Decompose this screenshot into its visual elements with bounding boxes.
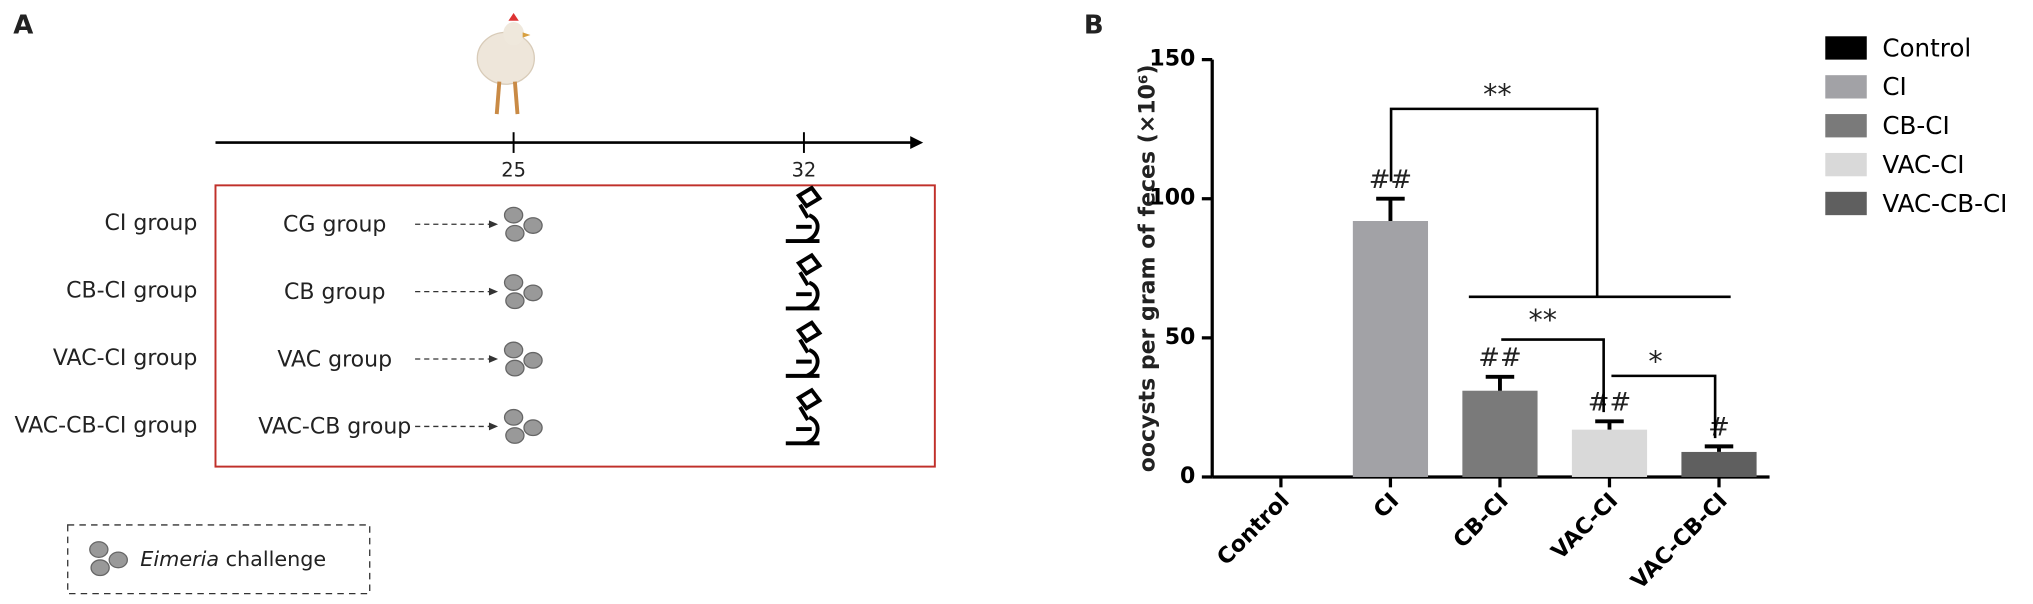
arrow-head [488,422,499,431]
oocyst [523,351,543,369]
y-tick-label: 100 [1149,186,1195,211]
panel-b: B oocysts per gram of feces (×10⁶) 0 50 10… [1084,10,2008,594]
error-bar [1595,419,1624,430]
bar [1681,451,1757,477]
significance-bracket [1389,107,1731,299]
microscope [785,252,823,311]
group-name: CI group [105,211,198,236]
microscope [785,387,823,446]
legend-label: CI [1882,72,1906,101]
oocyst [505,359,525,377]
bar-annotation: # [1708,413,1730,443]
panel-a: A Eimeria challenge 25 32 CI group CG group… [13,10,936,595]
significance-bracket [1501,338,1605,413]
group-name: CB-CI group [66,279,197,304]
oocyst [505,224,525,242]
legend-label: Eimeria challenge [140,547,326,571]
oocyst-icon [89,541,128,577]
timeline-label: 25 [501,159,526,182]
y-tick-label: 50 [1165,325,1196,350]
significance-label: ** [1528,303,1557,336]
treatment-name: VAC-CB group [258,415,411,440]
oocyst-icon [503,341,543,377]
legend-text: challenge [226,547,327,571]
oocyst [523,284,543,302]
legend-swatch [1825,114,1867,138]
microscope-icon [785,320,823,378]
bar [1352,221,1429,477]
group-name: VAC-CI group [53,346,197,371]
x-tick-label: CI [1369,489,1404,524]
oocyst [523,419,543,437]
microscope [785,185,823,244]
y-tick-label: 150 [1149,47,1195,72]
oocyst-icon [503,274,543,310]
oocyst [503,341,524,359]
legend-italic: Eimeria [140,547,219,571]
x-tick-label: VAC-CI [1547,489,1623,565]
significance-label: * [1648,345,1662,378]
error-bar [1485,374,1515,391]
error-bar [1376,196,1405,222]
treatment-name: CG group [283,213,386,238]
x-tick-label: VAC-CB-CI [1627,489,1733,595]
y-axis-label: oocysts per gram of feces (×10⁶) [1136,64,1161,472]
significance-bracket [1611,374,1717,439]
timeline-label: 32 [792,159,817,182]
oocyst-icon [503,206,543,242]
bar [1462,390,1538,477]
microscope [785,320,823,378]
x-tick-label: CB-CI [1449,489,1514,554]
oocyst [503,274,524,291]
bar [1571,429,1648,477]
oocyst-icon [503,408,543,444]
legend-label: VAC-CB-CI [1882,189,2007,218]
y-tick-label: 0 [1180,464,1195,489]
legend-swatch [1825,36,1867,60]
oocyst [523,217,543,234]
panel-label: A [13,10,33,40]
legend-label: Control [1882,33,1971,62]
legend-swatch [1825,152,1867,177]
significance-label: ** [1483,78,1512,111]
oocyst [503,206,524,224]
microscope-icon [785,185,823,244]
treatment-name: VAC group [277,347,392,372]
oocyst [505,427,525,444]
legend-swatch [1825,75,1867,99]
bar-annotation: ## [1478,343,1521,373]
legend-label: CB-CI [1882,111,1949,140]
group-box [214,184,936,468]
arrow-head [488,355,499,363]
x-tick-label: Control [1213,489,1295,571]
treatment-name: CB group [284,280,385,305]
arrow-head [488,287,499,296]
bar-annotation: ## [1588,388,1631,418]
chicken-icon [476,12,535,115]
microscope-icon [785,387,823,446]
legend-label: VAC-CI [1882,150,1964,179]
microscope-icon [785,252,823,311]
oocyst [503,408,524,426]
panel-label: B [1084,10,1104,40]
group-name: VAC-CB-CI group [14,413,197,438]
arrow-head [488,220,499,229]
timeline-arrow [910,136,924,150]
legend-swatch [1825,191,1867,216]
error-bar [1704,444,1734,452]
oocyst [505,292,525,310]
